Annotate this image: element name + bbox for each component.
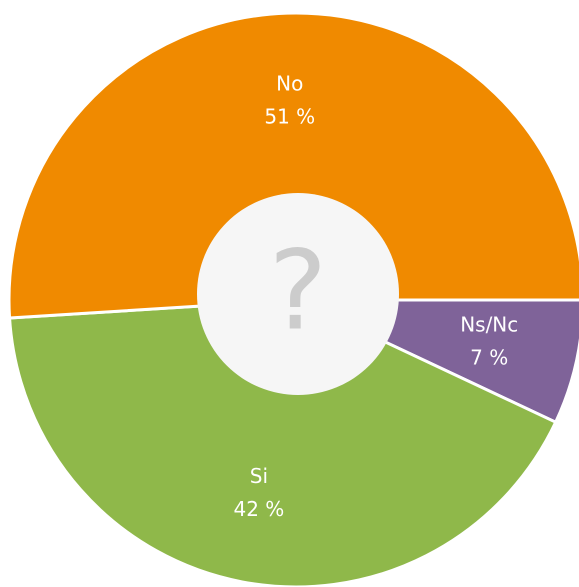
labels: Ns/Nc 7 % Si 42 % No 51 % [233, 72, 518, 521]
slice [7, 11, 579, 320]
slice-name: Ns/Nc [460, 313, 518, 337]
slice-name: No [276, 72, 303, 96]
center-text: ? [269, 226, 327, 354]
slice-value-label: 7 % [470, 346, 508, 370]
slices [7, 11, 579, 587]
slice [7, 298, 558, 587]
slice-name: Si [250, 464, 268, 488]
slice-value-label: 42 % [233, 497, 284, 521]
slice-value-label: 51 % [264, 105, 315, 129]
donut-hole [197, 193, 399, 395]
